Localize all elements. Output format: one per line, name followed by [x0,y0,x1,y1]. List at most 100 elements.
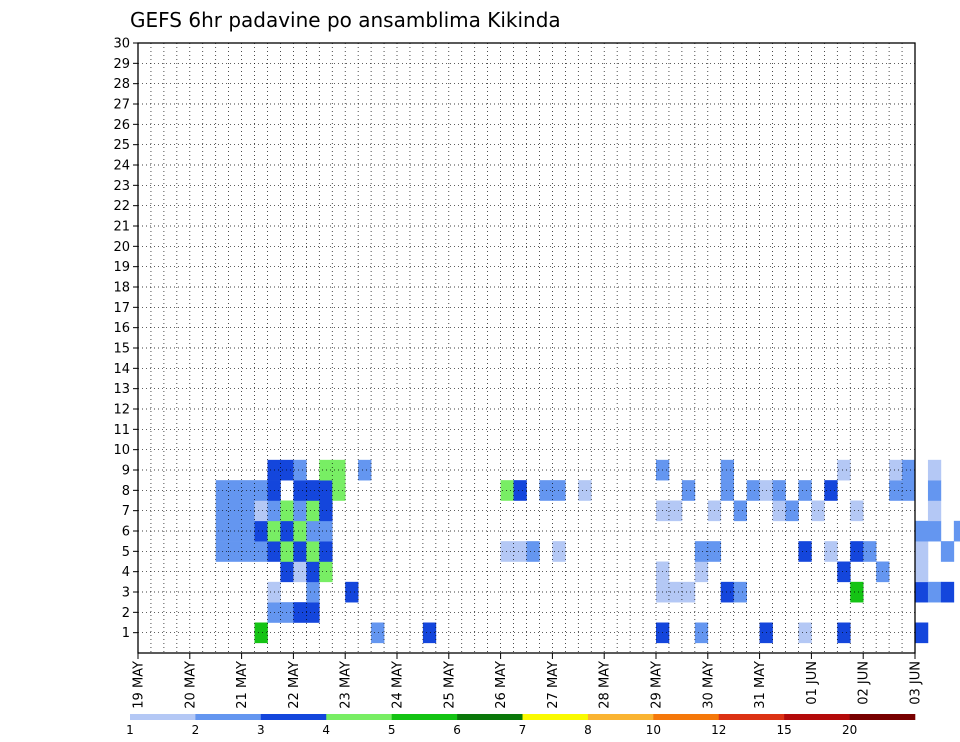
y-tick-label: 14 [113,362,130,377]
heatmap-cell [694,561,709,583]
heatmap-cell [798,622,812,644]
grid-lines [138,43,915,653]
x-tick-label: 30 MAY [701,661,716,709]
colorbar-segment [718,714,785,720]
y-tick-label: 3 [122,586,130,601]
colorbar-segment [457,714,523,720]
heatmap-cell [500,480,514,501]
x-tick-label: 28 MAY [598,661,613,709]
heatmap-cell [306,520,320,542]
colorbar-label: 5 [388,723,396,737]
x-tick-label: 31 MAY [753,661,768,709]
heatmap-cell [915,561,929,583]
heatmap-cell [927,480,942,501]
heatmap-cell [254,622,268,644]
x-tick-label: 29 MAY [650,661,665,709]
x-tick-label: 24 MAY [391,661,406,709]
colorbar-segment [130,714,196,720]
heatmap-cell [889,480,903,501]
heatmap-cell [293,480,307,501]
chart-title: GEFS 6hr padavine po ansamblima Kikinda [130,8,561,32]
heatmap-cell [306,500,320,522]
heatmap-cell [720,480,734,501]
y-tick-label: 28 [113,77,130,92]
y-tick-label: 12 [113,403,130,418]
y-tick-label: 13 [113,382,130,397]
heatmap-cell [500,541,514,562]
heatmap-cell [733,500,747,522]
heatmap-cell [837,561,851,583]
heatmap-cell [422,622,437,644]
colorbar-segment [391,714,458,720]
y-tick-label: 20 [113,240,130,255]
heatmap-cell [681,581,696,603]
colorbar-label: 3 [257,723,265,737]
x-tick-label: 22 MAY [287,661,302,709]
heatmap-cell [850,541,864,562]
heatmap-cell [241,480,255,501]
heatmap-cell [280,561,294,583]
y-tick-label: 24 [113,159,130,174]
heatmap-cell [280,541,294,562]
heatmap-cell [293,500,307,522]
heatmap-cell [241,500,255,522]
x-tick-label: 19 MAY [132,661,147,709]
heatmap-cell [228,480,242,501]
y-tick-label: 2 [122,606,130,621]
heatmap-cell [772,500,786,522]
y-tick-label: 7 [122,504,130,519]
heatmap-cell [254,480,268,501]
heatmap-cell [902,459,916,481]
y-tick-label: 8 [122,484,130,499]
heatmap-cell [228,520,242,542]
colorbar-segment [784,714,850,720]
colorbar-segment [587,714,654,720]
y-tick-label: 18 [113,281,130,296]
colorbar-label: 2 [192,723,200,737]
heatmap-cell [889,459,903,481]
heatmap-cell [927,459,942,481]
heatmap-cell [927,520,942,542]
heatmap-cell [526,541,540,562]
heatmap-cell [850,500,864,522]
heatmap-cell [306,480,320,501]
heatmap-cell [371,622,385,644]
x-tick-label: 26 MAY [494,661,509,709]
heatmap-cell [668,581,683,603]
heatmap-cell [863,541,877,562]
x-tick-label: 27 MAY [546,661,561,709]
heatmap-cell [319,459,333,481]
heatmap-cell [319,541,333,562]
heatmap-cell [915,622,929,644]
heatmap-cell [940,541,955,562]
colorbar: 1 2 3 4 5 6 7 8 10 12 15 20 [126,714,916,737]
heatmap-cell [254,541,268,562]
heatmap-cell [228,500,242,522]
heatmap-cell [915,581,929,603]
colorbar-label: 8 [584,723,592,737]
heatmap-cell [280,602,294,623]
heatmap-cell [927,500,942,522]
colorbar-segment [849,714,916,720]
heatmap-cell [798,541,812,562]
heatmap-cell [513,480,527,501]
x-tick-label: 23 MAY [339,661,354,709]
heatmap-cell [293,520,307,542]
x-tick-label: 20 MAY [183,661,198,709]
heatmap-cell [915,541,929,562]
heatmap-cell [694,622,709,644]
heatmap-cell [837,622,851,644]
heatmap-cell [578,480,592,501]
colorbar-label: 7 [519,723,527,737]
x-axis: 19 MAY 20 MAY 21 MAY 22 MAY 23 MAY 24 MAY 25 M… [132,653,924,709]
heatmap-cell [733,581,747,603]
heatmap-cell [306,602,320,623]
colorbar-label: 12 [711,723,726,737]
y-tick-label: 30 [113,37,130,52]
heatmap-cell [293,459,307,481]
colorbar-label: 10 [646,723,661,737]
colorbar-segment [326,714,392,720]
heatmap-cell [241,520,255,542]
heatmap-cell [280,459,294,481]
